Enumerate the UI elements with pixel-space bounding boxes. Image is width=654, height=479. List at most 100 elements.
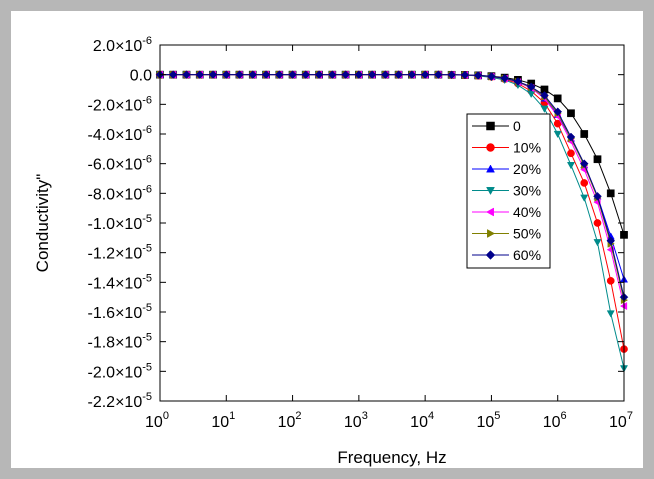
y-tick-label: 2.0×10-6 xyxy=(93,35,152,55)
legend-label: 10% xyxy=(513,140,541,156)
data-point xyxy=(486,121,495,131)
y-tick-labels: 2.0×10-6 0.0 -2.0×10-6 -4.0×10-6 -6.0×10-6 -8… xyxy=(88,35,153,411)
legend: 0 10% 20% 30% 40% 50% 60% xyxy=(466,113,551,269)
legend-item: 60% xyxy=(472,247,541,263)
data-point xyxy=(195,70,205,79)
series-0 xyxy=(156,70,628,239)
plot-marks xyxy=(155,70,629,373)
data-point xyxy=(526,82,536,92)
y-tick-label: -6.0×10-6 xyxy=(88,154,153,174)
data-point xyxy=(328,70,337,79)
y-tick-label: -8.0×10-6 xyxy=(88,183,153,203)
data-point xyxy=(208,70,218,79)
data-point xyxy=(553,130,562,139)
y-axis-title: Conductivity" xyxy=(33,174,52,273)
y-tick-label: -1.0×10-5 xyxy=(88,213,153,233)
data-point xyxy=(567,149,575,158)
data-point xyxy=(434,70,443,79)
data-point xyxy=(485,250,496,260)
data-point xyxy=(473,71,483,80)
series-50% xyxy=(156,70,629,305)
legend-label: 0 xyxy=(513,118,521,134)
x-axis-title: Frequency, Hz xyxy=(337,448,446,467)
legend-item: 0 xyxy=(472,118,521,134)
data-point xyxy=(580,179,589,187)
series-line xyxy=(160,74,625,298)
data-point xyxy=(579,159,589,168)
x-tick-label: 107 xyxy=(609,410,633,431)
x-tick-labels: 100 101 102 103 104 105 106 107 xyxy=(145,410,633,431)
data-point xyxy=(367,70,377,79)
data-point xyxy=(486,187,495,196)
data-point xyxy=(540,91,549,100)
data-point xyxy=(593,191,602,201)
x-tick-label: 103 xyxy=(344,410,368,431)
data-point xyxy=(420,70,430,79)
y-tick-label: -1.6×10-5 xyxy=(88,302,153,322)
data-point xyxy=(314,70,324,79)
legend-item: 10% xyxy=(472,140,541,156)
data-point xyxy=(486,143,495,152)
data-point xyxy=(567,109,575,118)
data-point xyxy=(553,94,562,103)
y-tick-label: -4.0×10-6 xyxy=(88,124,153,144)
x-tick-label: 100 xyxy=(145,410,169,431)
y-tick-label: -2.2×10-5 xyxy=(88,391,153,411)
y-tick-label: -2.0×10-5 xyxy=(88,361,153,381)
data-point xyxy=(606,310,615,318)
data-point xyxy=(566,132,576,142)
data-point xyxy=(487,229,496,238)
data-point xyxy=(593,155,602,164)
data-point xyxy=(593,219,602,227)
data-point xyxy=(487,72,496,81)
data-point xyxy=(235,70,244,79)
data-point xyxy=(394,70,403,79)
data-point xyxy=(580,130,589,138)
data-point xyxy=(447,70,456,80)
data-point xyxy=(540,105,549,113)
legend-item: 40% xyxy=(472,204,541,220)
data-point xyxy=(221,70,231,79)
data-point xyxy=(606,189,615,198)
x-tick-label: 105 xyxy=(476,410,500,431)
data-point xyxy=(486,164,495,173)
series-40% xyxy=(155,70,628,311)
series-line xyxy=(160,74,625,280)
legend-label: 50% xyxy=(513,226,541,242)
data-point xyxy=(288,70,297,79)
data-point xyxy=(248,70,258,79)
legend-label: 20% xyxy=(513,161,541,177)
data-point xyxy=(580,194,589,202)
legend-item: 50% xyxy=(472,226,541,242)
data-point xyxy=(261,70,271,79)
data-point xyxy=(606,236,616,246)
y-tick-label: -1.8×10-5 xyxy=(88,332,153,352)
y-tick-label: -1.2×10-5 xyxy=(88,243,153,263)
x-tick-label: 104 xyxy=(410,410,434,431)
data-point xyxy=(381,70,390,79)
data-point xyxy=(354,70,364,79)
data-point xyxy=(566,162,575,170)
axis-ticks xyxy=(159,44,625,402)
series-line xyxy=(160,74,625,301)
x-tick-label: 102 xyxy=(278,410,302,431)
x-tick-label: 101 xyxy=(211,410,235,431)
data-point xyxy=(301,70,311,79)
y-tick-label: -1.4×10-5 xyxy=(88,272,153,292)
legend-item: 30% xyxy=(472,183,541,199)
legend-label: 40% xyxy=(513,204,541,220)
series-20% xyxy=(155,70,629,283)
data-point xyxy=(407,70,417,79)
data-point xyxy=(500,73,509,83)
data-point xyxy=(182,70,191,79)
data-point xyxy=(513,77,523,86)
series-60% xyxy=(155,70,629,302)
data-point xyxy=(168,70,178,79)
data-point xyxy=(485,207,494,217)
legend-label: 60% xyxy=(513,247,541,263)
data-point xyxy=(341,70,350,79)
y-tick-label: 0.0 xyxy=(130,68,152,85)
legend-label: 30% xyxy=(513,183,541,199)
y-tick-label: -2.0×10-6 xyxy=(88,94,153,114)
legend-item: 20% xyxy=(472,161,541,177)
